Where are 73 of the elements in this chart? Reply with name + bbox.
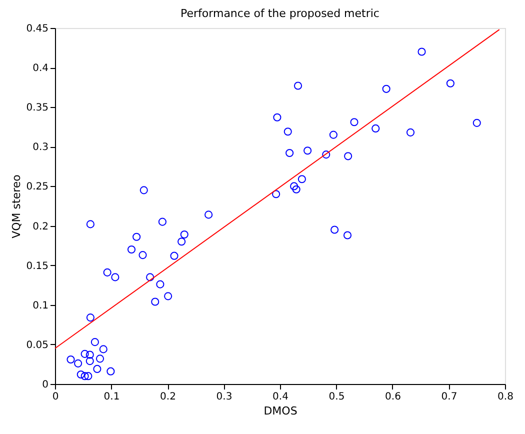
point <box>472 118 481 127</box>
y-tick-label: 0.35 <box>26 102 48 114</box>
point <box>96 354 104 363</box>
point <box>111 273 120 282</box>
point <box>86 220 94 228</box>
y-tick-label: 0.45 <box>26 24 48 34</box>
point <box>76 370 85 379</box>
point <box>418 48 426 56</box>
point <box>86 357 94 366</box>
y-tick-label: 0.2 <box>32 221 48 232</box>
point <box>329 130 338 139</box>
point <box>90 338 99 346</box>
point <box>406 128 415 136</box>
y-tick-label: 0.25 <box>26 182 48 193</box>
point <box>180 230 188 239</box>
point <box>80 350 89 358</box>
point <box>273 113 282 122</box>
point <box>344 152 352 160</box>
point <box>164 292 172 300</box>
point <box>290 182 298 190</box>
y-tick-label: 0.3 <box>32 142 48 154</box>
y-tick-label: 0.05 <box>26 340 48 351</box>
point <box>204 210 213 219</box>
point <box>350 118 358 126</box>
y-tick-label: 0.15 <box>26 260 48 272</box>
point <box>103 268 112 276</box>
point <box>86 350 94 359</box>
point <box>66 355 75 364</box>
y-tick-label: 0.1 <box>32 300 48 312</box>
point <box>74 359 82 368</box>
point <box>156 280 164 288</box>
point <box>343 231 352 240</box>
point <box>170 252 178 260</box>
point <box>138 251 147 260</box>
point <box>294 82 302 90</box>
point <box>127 245 136 254</box>
point <box>132 232 141 241</box>
point <box>304 146 312 155</box>
point <box>84 372 92 380</box>
point <box>151 298 160 306</box>
x-tick-label: 0.8 <box>498 392 514 402</box>
y-tick-label: 0 <box>42 380 48 390</box>
x-tick-label: 0.2 <box>160 392 176 402</box>
x-tick-label: 0.4 <box>272 392 288 402</box>
point <box>178 238 186 246</box>
point <box>140 186 148 194</box>
point <box>322 150 330 159</box>
point <box>86 314 94 322</box>
x-tick-label: 0.7 <box>441 392 458 402</box>
point <box>286 148 294 158</box>
x-tick-label: 0.6 <box>385 392 401 402</box>
point <box>292 185 300 194</box>
point <box>99 345 108 354</box>
point <box>80 372 89 380</box>
point <box>272 190 280 198</box>
point <box>446 79 454 88</box>
x-tick-label: 0.1 <box>104 392 120 402</box>
point <box>284 128 292 136</box>
x-tick-label: 0 <box>52 392 59 402</box>
y-tick-label: 0.4 <box>32 63 48 74</box>
x-axis-title: DMOS <box>264 404 298 418</box>
y-axis-title: VQM stereo <box>10 174 24 238</box>
point <box>146 273 154 282</box>
x-tick-label: 0.5 <box>328 392 345 402</box>
point <box>298 175 306 184</box>
point <box>330 226 339 234</box>
point <box>106 367 115 376</box>
point <box>158 218 166 226</box>
point <box>93 364 102 373</box>
x-tick-label: 0.3 <box>216 392 232 402</box>
point <box>382 84 390 93</box>
chart-title: Performance of the proposed metric <box>180 7 380 20</box>
point <box>372 124 380 132</box>
